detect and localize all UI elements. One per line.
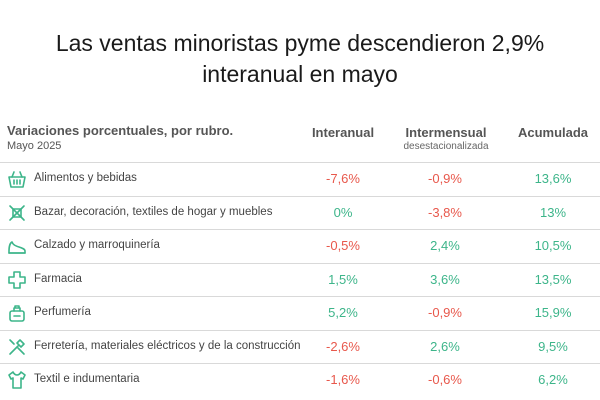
value-acumulada: 10,5% [534,238,572,253]
tools-icon [6,336,28,358]
column-header-interanual: Interanual [311,125,375,140]
shoe-icon [6,235,28,257]
rubro-label: Ferretería, materiales eléctricos y de l… [34,339,301,352]
value-acumulada: 6,2% [538,372,568,387]
column-header-intermensual: Intermensual [405,125,487,140]
grocery-basket-icon [6,168,28,190]
table-row: Bazar, decoración, textiles de hogar y m… [0,195,600,230]
value-intermensual: 2,4% [430,238,460,253]
value-acumulada: 15,9% [534,305,572,320]
title-line-1: Las ventas minoristas pyme descendieron … [55,30,545,56]
column-header-acumulada: Acumulada [517,125,589,140]
value-intermensual: -0,6% [428,372,462,387]
title-line-2: interanual en mayo [202,61,398,87]
value-interanual: 0% [333,204,353,220]
table-header-left: Variaciones porcentuales, por rubro. May… [7,123,233,152]
rubro-label: Perfumería [34,306,91,318]
pharmacy-cross-icon [6,269,28,291]
value-interanual: -2,6% [326,338,360,354]
rubro-label: Bazar, decoración, textiles de hogar y m… [34,205,273,218]
table-label: Variaciones porcentuales, por rubro. [7,123,234,138]
table-row: Farmacia 1,5% 3,6% 13,5% [0,262,600,297]
rubro-label: Textil e indumentaria [34,373,140,385]
tshirt-icon [6,369,28,391]
table-row: Alimentos y bebidas -7,6% -0,9% 13,6% [0,162,600,196]
perfume-icon [6,302,28,324]
housewares-icon [6,202,28,224]
value-intermensual: -0,9% [428,305,462,320]
value-intermensual: -3,8% [428,204,462,220]
value-interanual: -7,6% [326,171,360,186]
table-period: Mayo 2025 [7,140,62,152]
value-interanual: 5,2% [328,305,358,320]
value-intermensual: 3,6% [430,271,460,287]
value-interanual: 1,5% [328,271,358,287]
rubro-label: Calzado y marroquinería [34,239,160,251]
rubro-label: Alimentos y bebidas [34,172,137,184]
value-acumulada: 13,5% [534,271,572,287]
table-row: Perfumería 5,2% -0,9% 15,9% [0,296,600,330]
chart-title: Las ventas minoristas pyme descendieron … [0,28,600,90]
rubro-label: Farmacia [34,272,82,285]
value-acumulada: 13,6% [534,171,572,186]
value-acumulada: 13% [539,204,567,220]
value-intermensual: -0,9% [428,171,462,186]
value-intermensual: 2,6% [430,338,460,354]
table-body: Alimentos y bebidas -7,6% -0,9% 13,6% Bazar,… [0,162,600,397]
column-subheader-desestacionalizada: desestacionalizada [403,141,489,152]
value-acumulada: 9,5% [538,338,568,354]
value-interanual: -0,5% [326,238,360,253]
table-row: Textil e indumentaria -1,6% -0,6% 6,2% [0,363,600,397]
value-interanual: -1,6% [326,372,360,387]
table-row: Ferretería, materiales eléctricos y de l… [0,329,600,364]
table-row: Calzado y marroquinería -0,5% 2,4% 10,5% [0,229,600,263]
